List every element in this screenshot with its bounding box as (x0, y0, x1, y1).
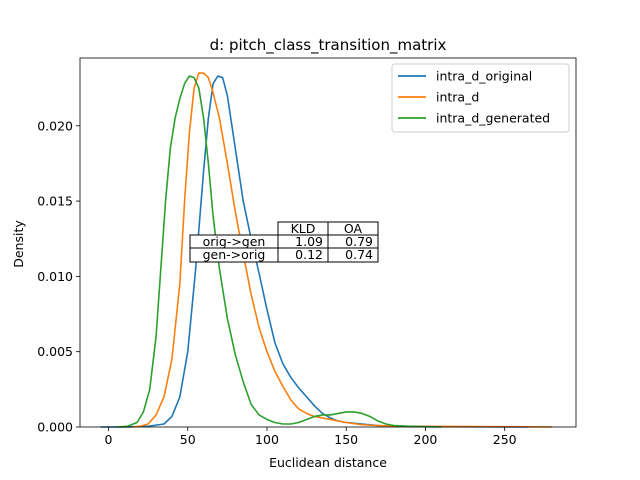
table-header: KLD (291, 221, 316, 236)
y-tick-label: 0.000 (37, 420, 73, 435)
legend-label: intra_d_original (436, 69, 532, 84)
y-tick-label: 0.020 (37, 118, 73, 133)
x-tick-label: 100 (255, 432, 279, 447)
table-value: gen->orig (203, 247, 266, 262)
x-tick-label: 50 (180, 432, 196, 447)
y-axis-label: Density (11, 220, 26, 268)
plot-area (100, 72, 553, 428)
table-header: OA (344, 221, 363, 236)
table-cell (327, 247, 379, 263)
x-tick-label: 250 (493, 432, 517, 447)
x-tick-label: 0 (105, 432, 113, 447)
table-value: 0.74 (345, 247, 373, 262)
stats-table: KLD OA orig->gen 1.09 0.79 gen->orig 0.12 0.74 (189, 221, 379, 263)
x-axis-label: Euclidean distance (269, 455, 387, 470)
table-value: 0.79 (345, 234, 373, 249)
y-tick-label: 0.015 (37, 194, 73, 209)
legend-label: intra_d_generated (436, 111, 550, 126)
plot-frame (79, 57, 577, 428)
chart-title: d: pitch_class_transition_matrix (210, 36, 447, 55)
y-tick-label: 0.005 (37, 344, 73, 359)
legend: intra_d_original intra_d intra_d_generated (391, 63, 570, 133)
series-line-intra_d_generated (116, 75, 442, 428)
table-value: 1.09 (295, 234, 323, 249)
y-tick-label: 0.010 (37, 269, 73, 284)
legend-box (391, 63, 570, 133)
legend-label: intra_d (436, 90, 479, 105)
series-line-intra_d (132, 72, 553, 428)
axes: 0 50 100 150 200 250 0.000 0.005 0.010 0.015 0.020 (37, 57, 577, 447)
x-tick-label: 150 (334, 432, 358, 447)
table-value: 0.12 (295, 247, 323, 262)
x-tick-label: 200 (414, 432, 438, 447)
table-value: orig->gen (203, 234, 266, 249)
